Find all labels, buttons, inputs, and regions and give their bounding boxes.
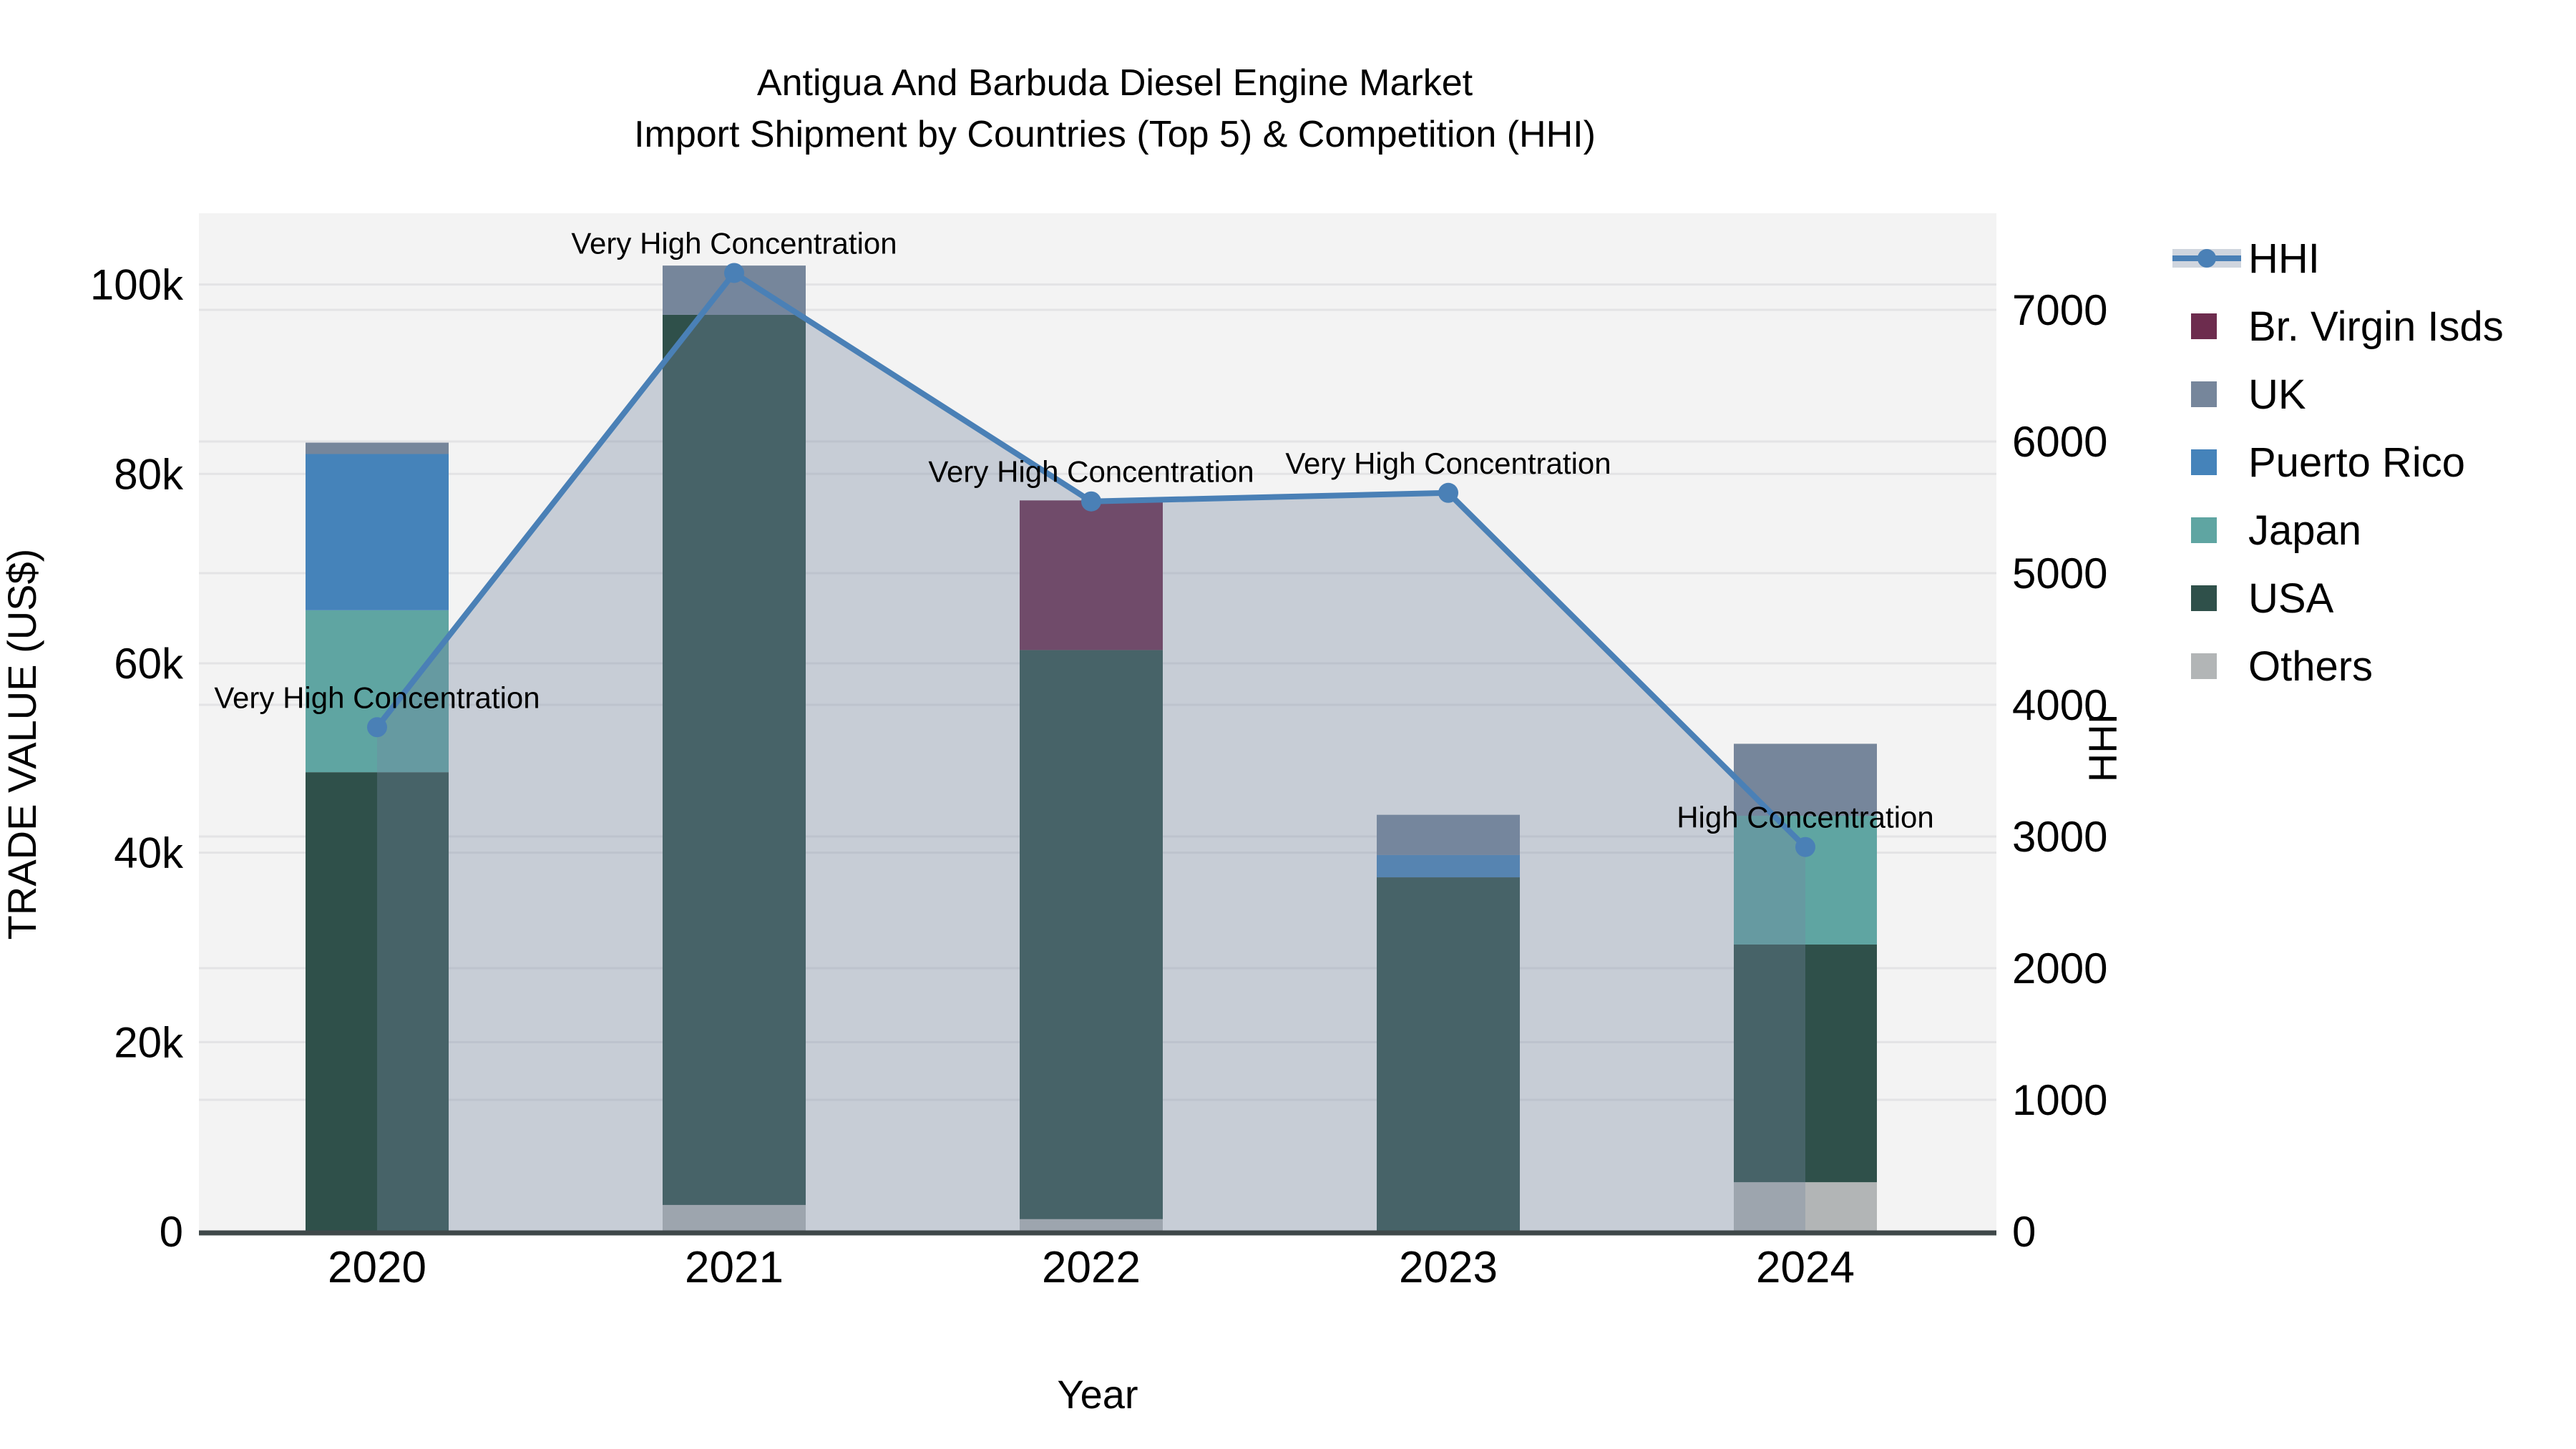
hhi-marker-2021	[724, 263, 744, 283]
y-left-tick-0: 0	[160, 1208, 183, 1256]
legend-item-usa: USA	[2191, 575, 2334, 622]
x-tick-2023: 2023	[1399, 1243, 1498, 1292]
x-tick-2021: 2021	[685, 1243, 784, 1292]
y-left-axis-title: TRADE VALUE (US$)	[0, 549, 44, 940]
hhi-markers	[367, 263, 1815, 857]
x-tick-2022: 2022	[1042, 1243, 1141, 1292]
y-right-tick-7000: 7000	[2012, 286, 2107, 334]
y-right-tick-3000: 3000	[2012, 813, 2107, 861]
y-left-tick-100k: 100k	[90, 261, 184, 309]
legend-item-uk: UK	[2191, 371, 2306, 418]
legend-label: UK	[2248, 371, 2306, 418]
y-left-tick-40k: 40k	[114, 829, 184, 877]
legend-item-br-virgin-isds: Br. Virgin Isds	[2191, 303, 2504, 350]
legend-item-hhi: HHI	[2172, 235, 2320, 282]
annotation-2024: High Concentration	[1677, 801, 1934, 834]
y-right-tick-labels: 0 1000 2000 3000 4000 5000 6000 7000	[2012, 286, 2107, 1256]
hhi-marker-2023	[1438, 482, 1458, 503]
annotation-2020: Very High Concentration	[214, 680, 540, 714]
legend-swatch-puerto-rico	[2191, 449, 2217, 475]
legend-label: USA	[2248, 575, 2334, 622]
y-left-tick-60k: 60k	[114, 640, 184, 688]
legend-swatch-usa	[2191, 585, 2217, 611]
bar-segment-others-2022	[1020, 1219, 1163, 1231]
legend-hhi-marker-sample	[2197, 249, 2216, 268]
legend-label: HHI	[2248, 235, 2320, 282]
y-right-tick-1000: 1000	[2012, 1076, 2107, 1124]
stacked-bars	[306, 265, 1877, 1231]
bar-segment-usa-2020	[306, 772, 449, 1231]
legend-item-others: Others	[2191, 643, 2373, 690]
y-right-axis-title: HHI	[2080, 713, 2125, 782]
hhi-marker-2022	[1081, 491, 1101, 512]
x-tick-labels: 2020 2021 2022 2023 2024	[328, 1243, 1855, 1292]
x-tick-2024: 2024	[1756, 1243, 1855, 1292]
bar-segment-japan-2020	[306, 610, 449, 773]
bar-segment-uk-2023	[1377, 814, 1520, 855]
legend-item-japan: Japan	[2191, 507, 2361, 554]
annotations: Very High Concentration Very High Concent…	[214, 226, 1933, 834]
annotation-2021: Very High Concentration	[571, 226, 897, 260]
hhi-marker-2020	[367, 717, 387, 738]
legend-swatch-others	[2191, 653, 2217, 679]
y-right-tick-6000: 6000	[2012, 418, 2107, 466]
bar-segment-usa-2024	[1734, 945, 1877, 1183]
bar-segment-usa-2021	[663, 314, 806, 1205]
bar-segment-br-virgin-isds-2022	[1020, 500, 1163, 650]
y-right-tick-0: 0	[2012, 1208, 2036, 1256]
y-left-tick-labels: 0 20k 40k 60k 80k 100k	[90, 261, 184, 1256]
x-tick-2020: 2020	[328, 1243, 426, 1292]
hhi-area-fill	[377, 273, 1805, 1232]
hhi-marker-2024	[1795, 836, 1815, 857]
bar-segment-usa-2023	[1377, 877, 1520, 1231]
bar-segment-puerto-rico-2020	[306, 454, 449, 610]
bar-segment-uk-2024	[1734, 743, 1877, 816]
bar-segment-uk-2020	[306, 442, 449, 454]
x-axis-title: Year	[1057, 1372, 1138, 1417]
annotation-2022: Very High Concentration	[928, 455, 1254, 489]
legend-label: Br. Virgin Isds	[2248, 303, 2504, 350]
y-left-tick-20k: 20k	[114, 1018, 184, 1066]
legend-label: Japan	[2248, 507, 2361, 554]
bar-segment-usa-2022	[1020, 650, 1163, 1219]
legend-label: Puerto Rico	[2248, 439, 2465, 486]
annotation-2023: Very High Concentration	[1285, 447, 1611, 480]
legend-swatch-br-virgin-isds	[2191, 313, 2217, 339]
bar-segment-others-2021	[663, 1204, 806, 1231]
y-right-tick-2000: 2000	[2012, 945, 2107, 992]
legend-swatch-japan	[2191, 517, 2217, 543]
legend-swatch-uk	[2191, 381, 2217, 407]
bar-segment-puerto-rico-2023	[1377, 854, 1520, 878]
legend-label: Others	[2248, 643, 2373, 690]
chart-title-line2: Import Shipment by Countries (Top 5) & C…	[634, 114, 1596, 155]
y-right-tick-4000: 4000	[2012, 681, 2107, 729]
legend-item-puerto-rico: Puerto Rico	[2191, 439, 2465, 486]
chart-title-line1: Antigua And Barbuda Diesel Engine Market	[757, 62, 1473, 104]
bar-segment-others-2024	[1734, 1182, 1877, 1231]
legend: HHI Br. Virgin Isds UK Puerto Rico Japan USA O…	[2172, 235, 2504, 690]
y-right-tick-5000: 5000	[2012, 550, 2107, 597]
y-left-tick-80k: 80k	[114, 450, 184, 498]
